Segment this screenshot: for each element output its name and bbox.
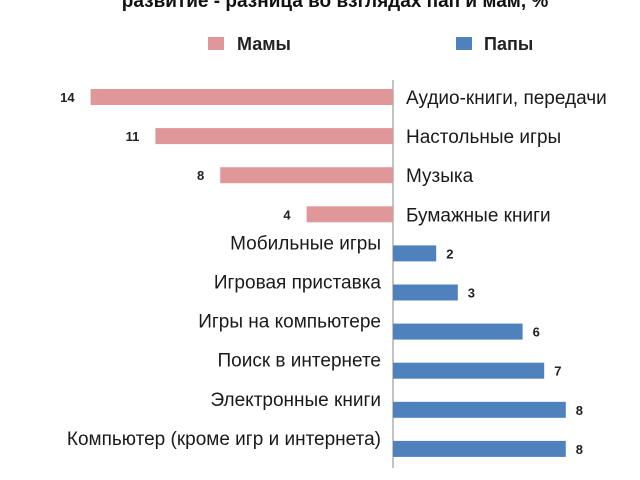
category-label: Поиск в интернете xyxy=(217,351,381,372)
legend-label-dads: Папы xyxy=(484,34,533,54)
category-label: Игровая приставка xyxy=(214,273,382,294)
category-label: Бумажные книги xyxy=(406,205,551,226)
legend-swatch-moms xyxy=(208,37,224,50)
value-label: 14 xyxy=(60,90,75,105)
bar-dads xyxy=(393,362,545,379)
category-label: Настольные игры xyxy=(406,127,561,148)
bar-row: 6 Игры на компьютере xyxy=(198,312,540,340)
chart-title: развитие - разница во взглядах пап и мам… xyxy=(122,0,549,12)
bar-dads xyxy=(393,440,566,457)
bar-row: 11 Настольные игры xyxy=(126,127,562,148)
value-label: 2 xyxy=(446,246,453,261)
bar-row: 7 Поиск в интернете xyxy=(217,351,561,379)
bar-row: 8 Музыка xyxy=(197,166,474,187)
value-label: 8 xyxy=(197,168,204,183)
category-label: Аудио-книги, передачи xyxy=(406,88,607,109)
bar-moms xyxy=(220,167,393,184)
value-label: 8 xyxy=(576,403,583,418)
legend-label-moms: Мамы xyxy=(237,34,291,54)
bars: 14 Аудио-книги, передачи 11 Настольные игры… xyxy=(60,88,607,457)
bar-row: 4 Бумажные книги xyxy=(283,205,550,226)
bar-dads xyxy=(393,245,437,262)
category-label: Электронные книги xyxy=(211,390,382,411)
value-label: 7 xyxy=(554,364,561,379)
bar-row: 3 Игровая приставка xyxy=(214,273,475,301)
bar-moms xyxy=(90,89,393,105)
bar-dads xyxy=(393,401,566,418)
bar-dads xyxy=(393,323,523,340)
category-label: Мобильные игры xyxy=(230,233,381,254)
bar-row: 14 Аудио-книги, передачи xyxy=(60,88,607,109)
value-label: 8 xyxy=(576,442,583,457)
value-label: 3 xyxy=(468,286,475,301)
bar-row: 8 Электронные книги xyxy=(211,390,583,418)
category-label: Игры на компьютере xyxy=(198,312,381,333)
legend-swatch-dads xyxy=(456,37,472,50)
value-label: 6 xyxy=(533,325,540,340)
value-label: 4 xyxy=(283,207,291,222)
bar-dads xyxy=(393,284,458,301)
category-label: Компьютер (кроме игр и интернета) xyxy=(67,429,381,450)
legend: Мамы Папы xyxy=(208,34,533,54)
category-label: Музыка xyxy=(406,166,474,187)
bar-row: 8 Компьютер (кроме игр и интернета) xyxy=(67,429,583,457)
bar-moms xyxy=(155,128,393,145)
bar-row: 2 Мобильные игры xyxy=(230,233,453,262)
bar-moms xyxy=(306,206,393,223)
value-label: 11 xyxy=(126,129,140,144)
